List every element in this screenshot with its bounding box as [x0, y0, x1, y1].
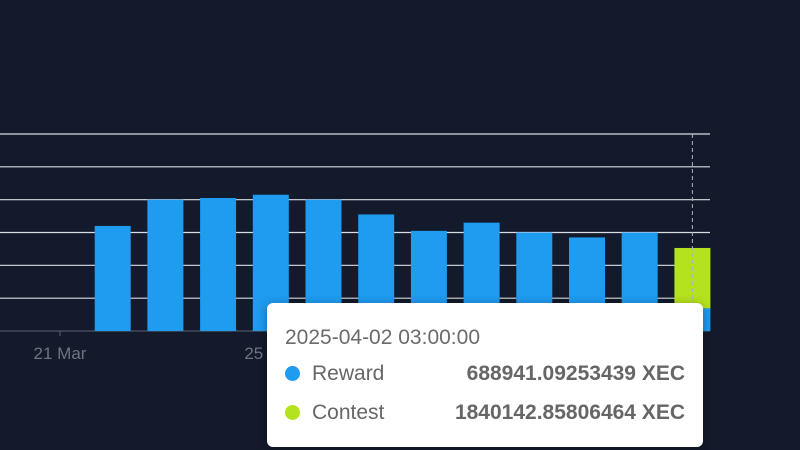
- tooltip-title: 2025-04-02 03:00:00: [285, 326, 480, 349]
- bar-contest: [674, 247, 711, 309]
- tooltip-row-reward: Reward 688941.09253439 XEC: [285, 355, 685, 392]
- bar-reward: [94, 225, 131, 331]
- bar-reward: [147, 199, 184, 331]
- tooltip-series-name: Reward: [312, 361, 385, 385]
- chart-tooltip: 2025-04-02 03:00:00 Reward 688941.092534…: [267, 303, 703, 447]
- tooltip-series-value: 688941.09253439 XEC: [466, 361, 685, 385]
- reward-legend-dot: [285, 366, 300, 381]
- contest-legend-dot: [285, 405, 300, 420]
- tooltip-row-contest: Contest 1840142.85806464 XEC: [285, 394, 685, 431]
- x-tick-label: 21 Mar: [34, 344, 87, 363]
- tooltip-series-value: 1840142.85806464 XEC: [454, 400, 685, 424]
- bar-reward: [200, 198, 237, 331]
- tooltip-series-name: Contest: [312, 400, 385, 424]
